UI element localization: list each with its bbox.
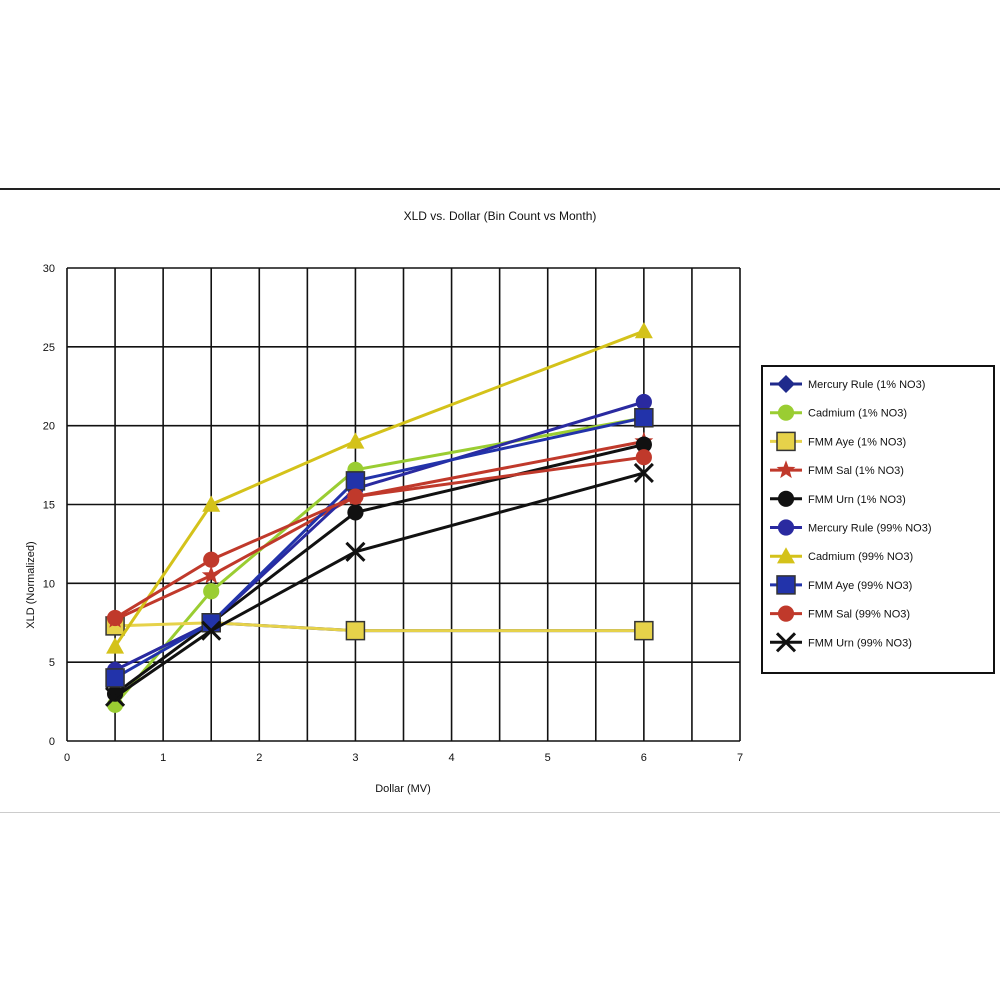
- x-tick-label: 4: [449, 752, 455, 764]
- data-point-marker: [345, 620, 366, 641]
- legend-label: FMM Sal (99% NO3): [808, 609, 910, 621]
- legend-label: Cadmium (1% NO3): [808, 408, 907, 420]
- data-point-marker: [776, 460, 796, 479]
- y-axis-label: XLD (Normalized): [25, 541, 37, 628]
- series-layer: [105, 322, 654, 713]
- x-tick-label: 1: [160, 752, 166, 764]
- data-point-marker: [634, 408, 654, 428]
- data-point-marker: [777, 404, 795, 421]
- y-tick-label: 30: [43, 263, 55, 275]
- legend-item: FMM Urn (99% NO3): [770, 632, 912, 653]
- y-tick-label: 10: [43, 578, 55, 590]
- data-point-marker: [777, 519, 795, 536]
- legend-label: Mercury Rule (1% NO3): [808, 379, 925, 391]
- y-tick-label: 0: [49, 736, 55, 748]
- legend-item: FMM Aye (99% NO3): [770, 575, 912, 595]
- data-point-marker: [106, 609, 124, 627]
- chart-title: XLD vs. Dollar (Bin Count vs Month): [404, 209, 597, 223]
- legend-item: FMM Sal (99% NO3): [770, 605, 910, 622]
- data-point-marker: [634, 620, 654, 641]
- data-point-marker: [345, 541, 366, 562]
- data-point-marker: [634, 322, 653, 339]
- x-tick-label: 7: [737, 752, 743, 764]
- series-line: [114, 416, 645, 680]
- legend: Mercury Rule (1% NO3) Cadmium (1% NO3) FMM…: [761, 365, 995, 674]
- data-point-marker: [777, 605, 795, 622]
- legend-item: FMM Sal (1% NO3): [770, 460, 904, 479]
- data-point-marker: [777, 375, 795, 393]
- data-point-marker: [201, 620, 222, 641]
- data-point-marker: [777, 547, 795, 564]
- y-tick-label: 15: [43, 500, 55, 512]
- data-point-marker: [635, 449, 652, 466]
- y-tick-label: 25: [43, 342, 55, 354]
- legend-item: Cadmium (1% NO3): [770, 404, 907, 421]
- x-tick-label: 3: [352, 752, 358, 764]
- data-point-marker: [776, 575, 796, 595]
- legend-item: FMM Aye (1% NO3): [770, 431, 906, 452]
- y-axis-ticks: 0 5 10 15 20 25 30: [43, 263, 55, 748]
- y-tick-label: 20: [43, 421, 55, 433]
- x-axis-label: Dollar (MV): [375, 783, 431, 795]
- data-point-marker: [203, 583, 220, 600]
- data-point-marker: [347, 504, 364, 521]
- data-point-marker: [635, 393, 652, 411]
- chart-frame: XLD vs. Dollar (Bin Count vs Month) 0 1 2 3…: [0, 188, 1000, 813]
- legend-box: [761, 365, 995, 674]
- data-point-marker: [203, 551, 220, 568]
- series-line: [115, 621, 644, 633]
- line-chart: XLD vs. Dollar (Bin Count vs Month) 0 1 2 3…: [25, 209, 995, 795]
- data-point-marker: [635, 436, 652, 453]
- legend-item: Mercury Rule (99% NO3): [770, 519, 931, 536]
- plot-grid: [66, 267, 741, 742]
- legend-label: FMM Sal (1% NO3): [808, 465, 904, 477]
- series-9: [106, 449, 652, 627]
- data-point-marker: [775, 632, 797, 653]
- legend-label: FMM Urn (99% NO3): [808, 637, 912, 649]
- data-point-marker: [202, 495, 221, 512]
- data-point-marker: [346, 432, 365, 449]
- x-tick-label: 5: [545, 752, 551, 764]
- data-point-marker: [106, 637, 125, 654]
- legend-label: Cadmium (99% NO3): [808, 551, 913, 563]
- x-axis-ticks: 0 1 2 3 4 5 6 7: [64, 752, 743, 764]
- data-point-marker: [106, 685, 124, 702]
- x-tick-label: 2: [256, 752, 262, 764]
- legend-item: Cadmium (99% NO3): [770, 547, 913, 564]
- series-line: [114, 439, 645, 621]
- data-point-marker: [105, 668, 125, 688]
- legend-label: FMM Urn (1% NO3): [808, 494, 906, 506]
- y-tick-label: 5: [49, 657, 55, 669]
- data-point-marker: [347, 488, 364, 505]
- series-line: [114, 400, 645, 672]
- series-line: [114, 471, 645, 699]
- data-point-marker: [201, 565, 221, 584]
- series-line: [114, 455, 645, 620]
- series-10: [105, 462, 654, 707]
- series-line: [114, 443, 645, 695]
- x-tick-label: 0: [64, 752, 70, 764]
- data-point-marker: [777, 490, 795, 507]
- legend-item: FMM Urn (1% NO3): [770, 490, 906, 507]
- x-tick-label: 6: [641, 752, 647, 764]
- data-point-marker: [633, 462, 654, 484]
- data-point-marker: [105, 686, 126, 707]
- data-point-marker: [776, 431, 796, 452]
- data-point-marker: [345, 471, 366, 491]
- legend-label: Mercury Rule (99% NO3): [808, 523, 931, 535]
- series-7: [106, 322, 653, 654]
- legend-item: Mercury Rule (1% NO3): [770, 375, 925, 393]
- series-line: [113, 329, 645, 648]
- legend-label: FMM Aye (1% NO3): [808, 436, 906, 448]
- legend-label: FMM Aye (99% NO3): [808, 580, 912, 592]
